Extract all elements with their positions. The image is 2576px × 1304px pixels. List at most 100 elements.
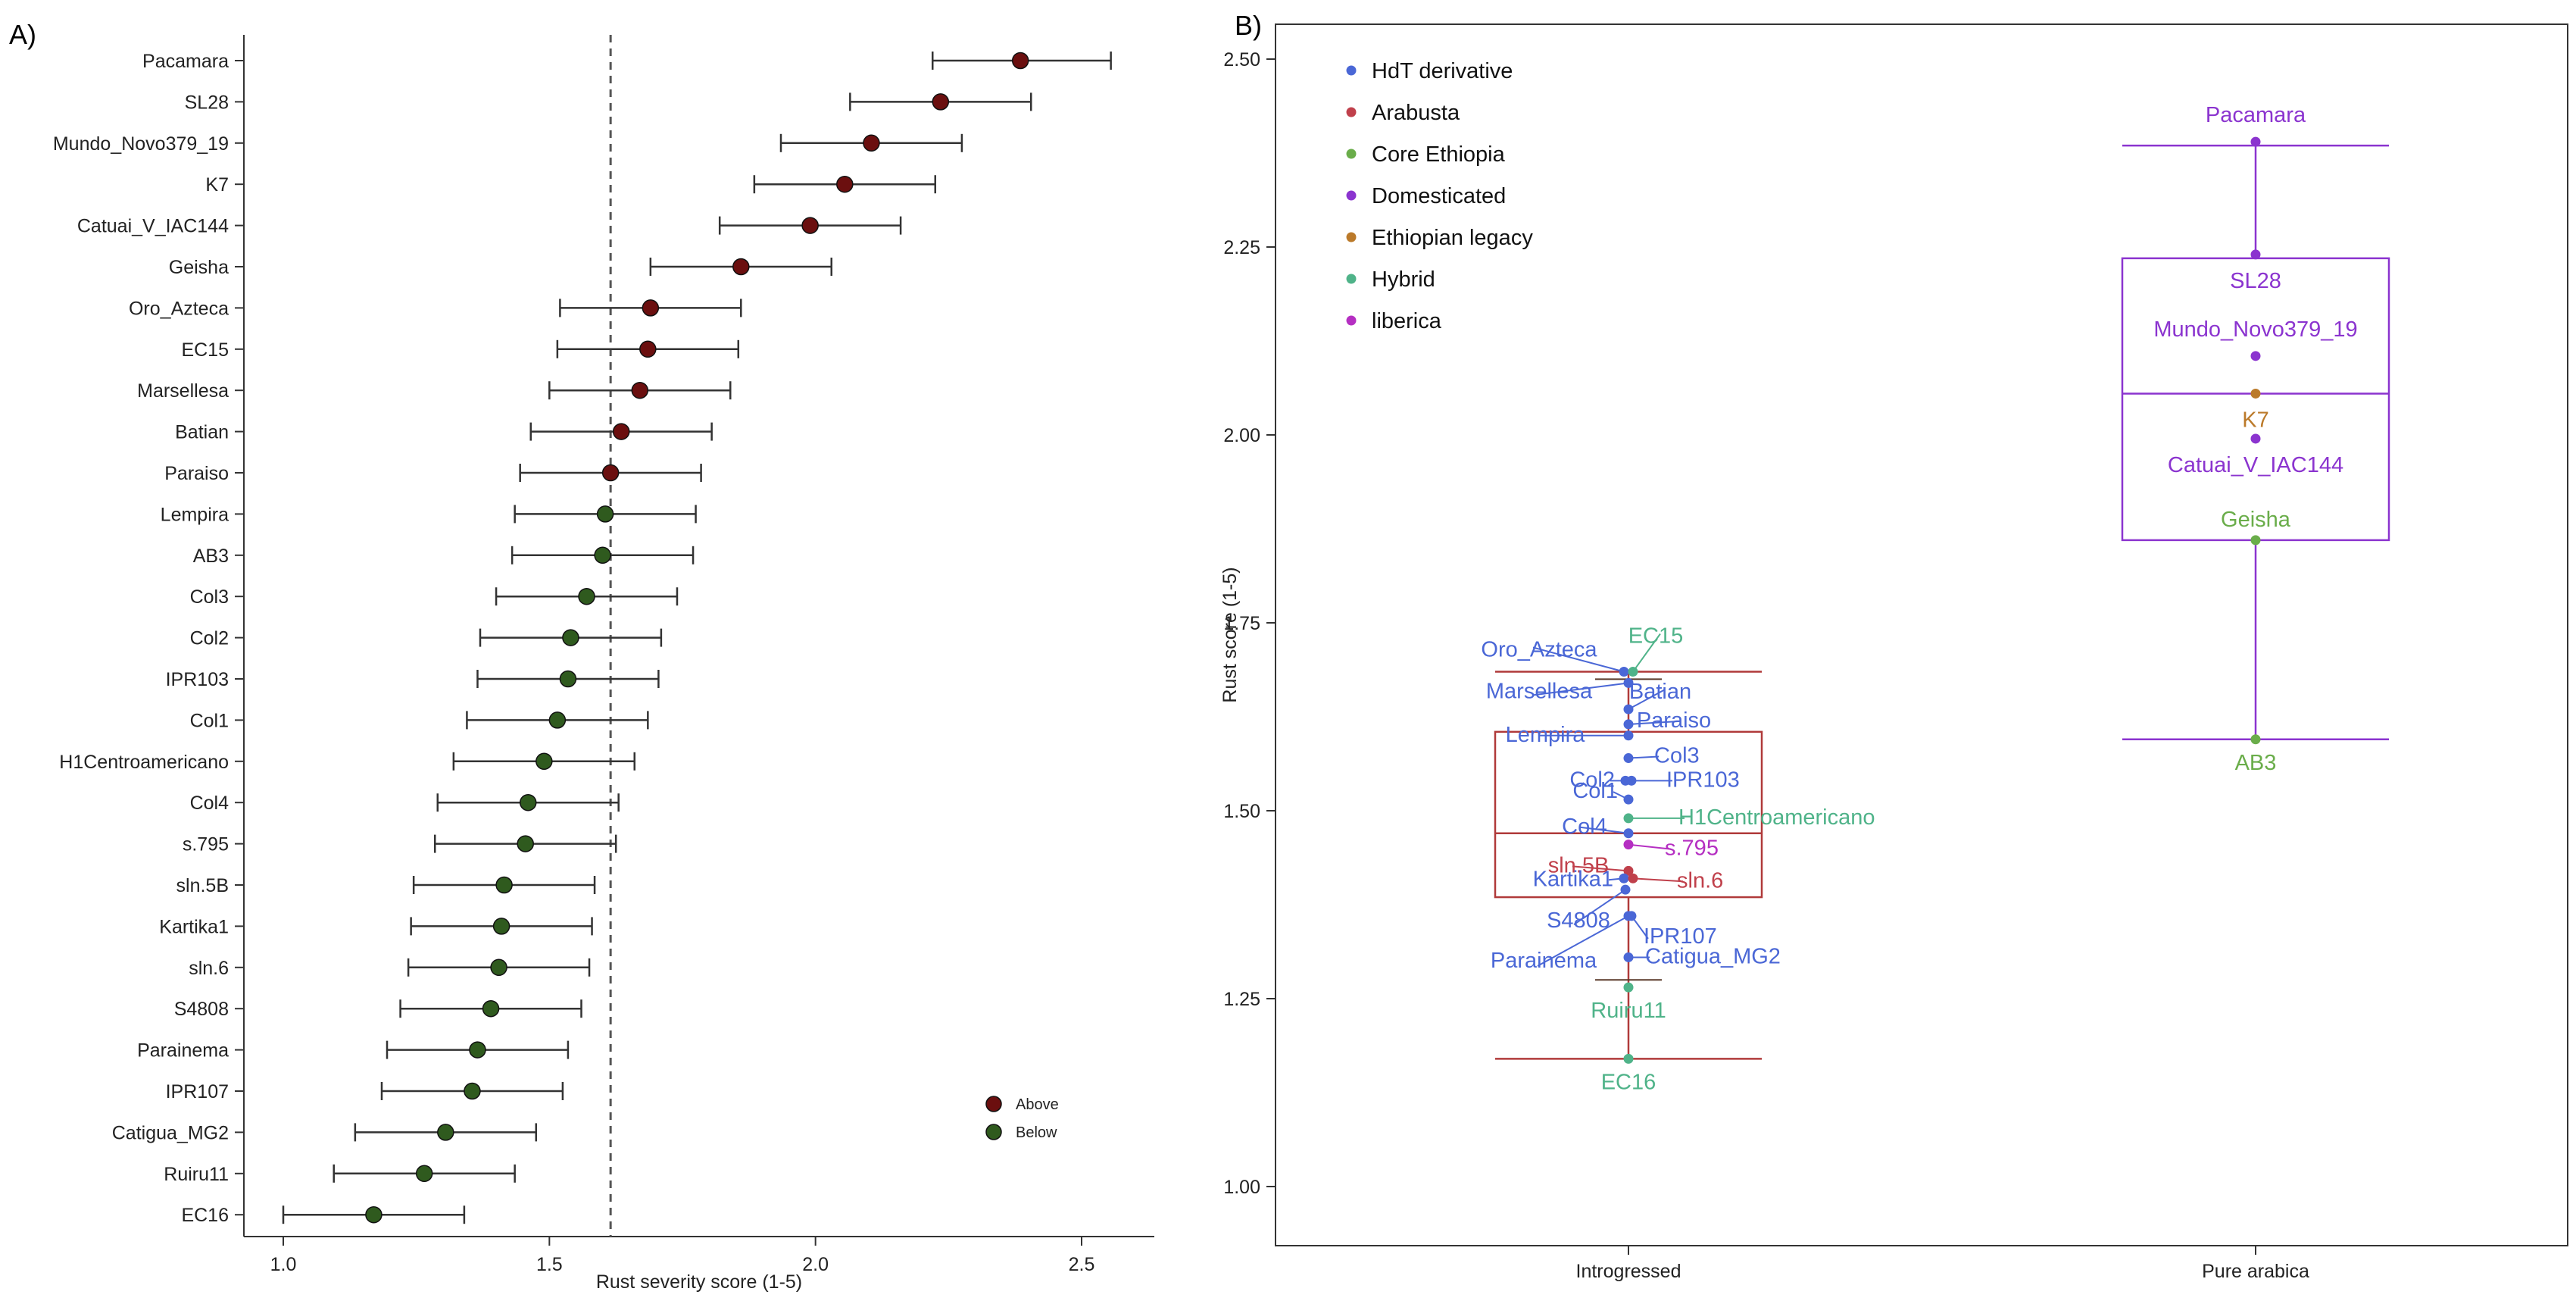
panel-a-legend-label-above: Above <box>1016 1096 1059 1113</box>
panel-b-point-label-k7: K7 <box>2242 408 2268 432</box>
panel-b-box-pure-arabica <box>2121 257 2390 542</box>
panel-b-leader-batian <box>1628 689 1666 710</box>
panel-b-point-label-ec16: EC16 <box>1601 1070 1656 1094</box>
panel-a-row-label-marsellesa: Marsellesa <box>137 380 229 402</box>
panel-a-point-catuai-v-iac144 <box>801 217 819 234</box>
panel-a-point-sln-6 <box>490 958 507 977</box>
panel-b-y-axis-title: Rust score (1-5) <box>1219 567 1241 702</box>
panel-a-point-col2 <box>562 629 579 646</box>
panel-b-point-label-col2: Col2 <box>1569 768 1615 792</box>
panel-b-legend-label-hdt-derivative: HdT derivative <box>1372 59 1513 83</box>
panel-a-row-label-col4: Col4 <box>190 793 229 814</box>
panel-b-legend-label-liberica: liberica <box>1372 309 1442 333</box>
panel-b-point-paraiso <box>1623 719 1634 730</box>
panel-b-point-label-marsellesa: Marsellesa <box>1486 679 1593 703</box>
panel-b-y-tick-label-1: 1.25 <box>1223 989 1260 1010</box>
panel-b-y-tick-label-5: 2.25 <box>1223 237 1260 258</box>
panel-a-row-label-paraiso: Paraiso <box>164 463 229 484</box>
panel-a-point-k7 <box>836 175 854 193</box>
panel-a-x-tick-label-0: 1.0 <box>270 1254 297 1275</box>
panel-a-row-label-catigua-mg2: Catigua_MG2 <box>112 1122 229 1143</box>
panel-b-point-label-s4808: S4808 <box>1547 908 1610 933</box>
panel-a-point-col4 <box>519 793 537 811</box>
panel-a-point-ec16 <box>365 1205 382 1224</box>
panel-a-point-ipr107 <box>464 1082 481 1100</box>
panel-a-point-col3 <box>578 587 595 605</box>
panel-a-x-tick-label-2: 2.0 <box>802 1254 829 1275</box>
panel-b-point-label-pacamara: Pacamara <box>2206 103 2306 127</box>
panel-a-row-label-ec16: EC16 <box>181 1205 229 1226</box>
panel-b-legend-label-hybrid: Hybrid <box>1372 267 1435 292</box>
panel-b-point-label-oro-azteca: Oro_Azteca <box>1481 637 1597 661</box>
panel-b-point-label-ipr103: IPR103 <box>1666 768 1740 792</box>
panel-b-point-sl28 <box>2250 249 2261 260</box>
panel-b-leader-marsellesa <box>1532 682 1629 696</box>
panel-b-y-tick-label-4: 2.00 <box>1223 425 1260 446</box>
panel-a-row-label-s4808: S4808 <box>174 999 229 1020</box>
panel-b-point-label-col1: Col1 <box>1572 779 1618 803</box>
panel-a-row-label-geisha: Geisha <box>169 257 229 278</box>
panel-b-legend-marker-ethiopian-legacy <box>1346 232 1357 242</box>
panel-b-point-ab3 <box>2250 734 2261 745</box>
panel-b-legend-label-arabusta: Arabusta <box>1372 101 1460 125</box>
panel-a-row-label-s-795: s.795 <box>183 834 229 855</box>
panel-a-point-parainema <box>469 1041 486 1059</box>
panel-b-legend-marker-domesticated <box>1346 190 1357 201</box>
panel-b-point-h1centroamericano <box>1623 813 1634 824</box>
panel-a-row-label-catuai-v-iac144: Catuai_V_IAC144 <box>77 216 229 237</box>
panel-a-row-label-k7: K7 <box>205 174 229 195</box>
panel-a-point-h1centroamericano <box>535 752 553 771</box>
panel-a-point-pacamara <box>1011 52 1029 70</box>
panel-a-row-label-col2: Col2 <box>190 628 229 649</box>
panel-b-leader-sln-6 <box>1632 877 1684 883</box>
panel-b-point-label-batian: Batian <box>1629 680 1691 704</box>
panel-b-point-pacamara <box>2250 136 2261 147</box>
panel-a-row-label-parainema: Parainema <box>137 1040 229 1062</box>
panel-b-frame <box>1275 23 2568 1246</box>
panel-a-point-batian <box>612 423 630 440</box>
panel-a-row-label-sln-6: sln.6 <box>189 958 229 979</box>
panel-a-point-catigua-mg2 <box>437 1124 454 1141</box>
panel-b-leader-s-795 <box>1628 843 1672 850</box>
panel-a-row-label-h1centroamericano: H1Centroamericano <box>59 752 229 773</box>
panel-a-point-col1 <box>548 711 567 729</box>
panel-b-point-catigua-mg2 <box>1623 952 1634 962</box>
panel-a-point-lempira <box>596 505 614 523</box>
panel-a-row-label-batian: Batian <box>175 422 229 443</box>
panel-b-point-label-catuai-v-iac144: Catuai_V_IAC144 <box>2168 453 2343 477</box>
panel-a-dot-chart: A) 1.0 1.5 2.0 2.5 Rust severity score (1-5) P… <box>9 19 1154 1293</box>
panel-a-label: A) <box>9 19 36 50</box>
panel-a-point-s-795 <box>517 835 534 852</box>
panel-a-point-geisha <box>732 258 750 276</box>
panel-b-leader-col4 <box>1579 826 1629 834</box>
panel-b-point-label-lempira: Lempira <box>1506 723 1586 747</box>
panel-b-point-catuai-v-iac144 <box>2250 433 2261 444</box>
panel-b-point-k7 <box>2250 388 2261 399</box>
panel-b-legend-marker-hdt-derivative <box>1346 65 1357 76</box>
panel-a-legend-marker-below <box>985 1124 1002 1140</box>
panel-a-point-mundo-novo379-19 <box>863 134 880 152</box>
panel-b-box-chart: B) 1.00 1.25 1.50 1.75 2.00 2.25 2.50 Rust score… <box>1219 10 2568 1282</box>
panel-a-legend-label-below: Below <box>1016 1124 1057 1141</box>
panel-b-point-label-col4: Col4 <box>1562 815 1607 839</box>
panel-a-point-ab3 <box>594 546 611 564</box>
panel-b-point-ec15 <box>1628 666 1638 677</box>
panel-a-row-label-ipr103: IPR103 <box>166 669 229 690</box>
panel-b-leader-parainema <box>1537 915 1629 967</box>
panel-b-leader-ec15 <box>1632 633 1661 673</box>
panel-b-legend-marker-hybrid <box>1346 274 1357 284</box>
panel-b-y-tick-label-2: 1.50 <box>1223 801 1260 822</box>
panel-a-row-label-ruiru11: Ruiru11 <box>164 1164 229 1185</box>
panel-b-leader-col3 <box>1628 755 1660 759</box>
panel-b-point-label-kartika1: Kartika1 <box>1533 867 1613 891</box>
panel-a-point-sln-5b <box>495 876 513 894</box>
panel-a-point-marsellesa <box>631 381 649 399</box>
panel-b-point-s-795 <box>1623 840 1634 850</box>
panel-b-y-tick-label-3: 1.75 <box>1223 613 1260 634</box>
panel-b-point-label-col3: Col3 <box>1654 744 1700 768</box>
panel-b-point-ipr107 <box>1626 911 1637 921</box>
panel-b-legend-marker-core-ethiopia <box>1346 149 1357 159</box>
panel-b-point-s4808 <box>1620 884 1631 895</box>
panel-a-row-label-col3: Col3 <box>190 586 229 608</box>
